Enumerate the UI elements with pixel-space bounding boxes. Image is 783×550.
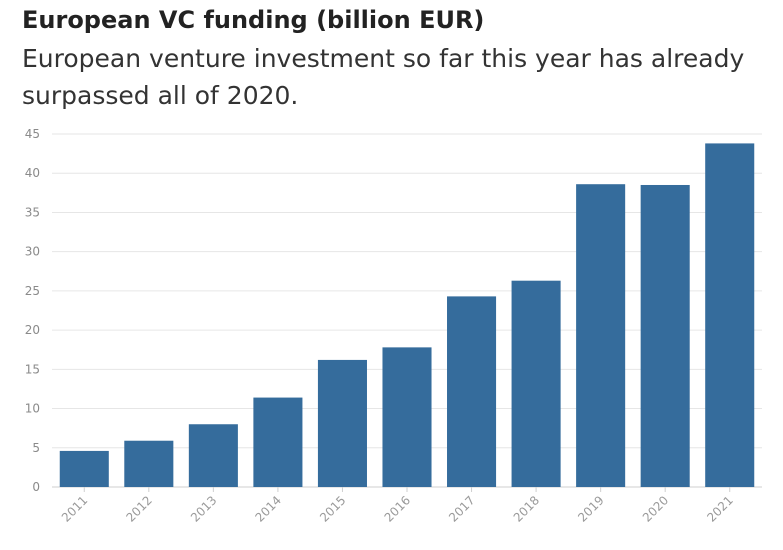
bar-2014 [253,397,303,487]
bar-2011 [59,450,109,487]
y-axis: 0 5 10 15 20 25 30 35 40 45 [25,127,40,494]
y-tick-label: 15 [25,362,40,376]
x-tick-label: 2017 [446,493,477,524]
bar-2012 [124,440,174,487]
bar-2017 [447,296,497,487]
x-tick-label: 2011 [59,493,90,524]
y-tick-label: 40 [25,166,40,180]
y-tick-label: 5 [32,441,40,455]
y-tick-label: 0 [32,480,40,494]
chart-title: European VC funding (billion EUR) [22,6,485,34]
bars [59,143,755,487]
bar-2016 [382,347,432,487]
bar-2019 [576,184,626,487]
bar-2021 [705,143,755,487]
x-tick-label: 2015 [317,493,348,524]
bar-2013 [188,424,238,487]
bar-2018 [511,280,561,487]
x-tick-label: 2020 [640,493,671,524]
y-tick-label: 25 [25,284,40,298]
y-tick-label: 45 [25,127,40,141]
x-tick-label: 2021 [704,493,735,524]
x-tick-label: 2014 [253,493,284,524]
x-tick-label: 2012 [123,493,154,524]
x-tick-label: 2013 [188,493,219,524]
bar-2020 [640,184,690,487]
y-tick-label: 20 [25,323,40,337]
bar-2015 [317,359,367,487]
x-tick-label: 2016 [382,493,413,524]
chart-subtitle: European venture investment so far this … [22,44,745,110]
y-tick-label: 10 [25,402,40,416]
y-tick-label: 35 [25,205,40,219]
x-tick-label: 2019 [575,493,606,524]
y-tick-label: 30 [25,245,40,259]
x-tick-label: 2018 [511,493,542,524]
x-axis: 2011 2012 2013 2014 2015 2016 2017 2018 2019 2020… [59,487,736,525]
